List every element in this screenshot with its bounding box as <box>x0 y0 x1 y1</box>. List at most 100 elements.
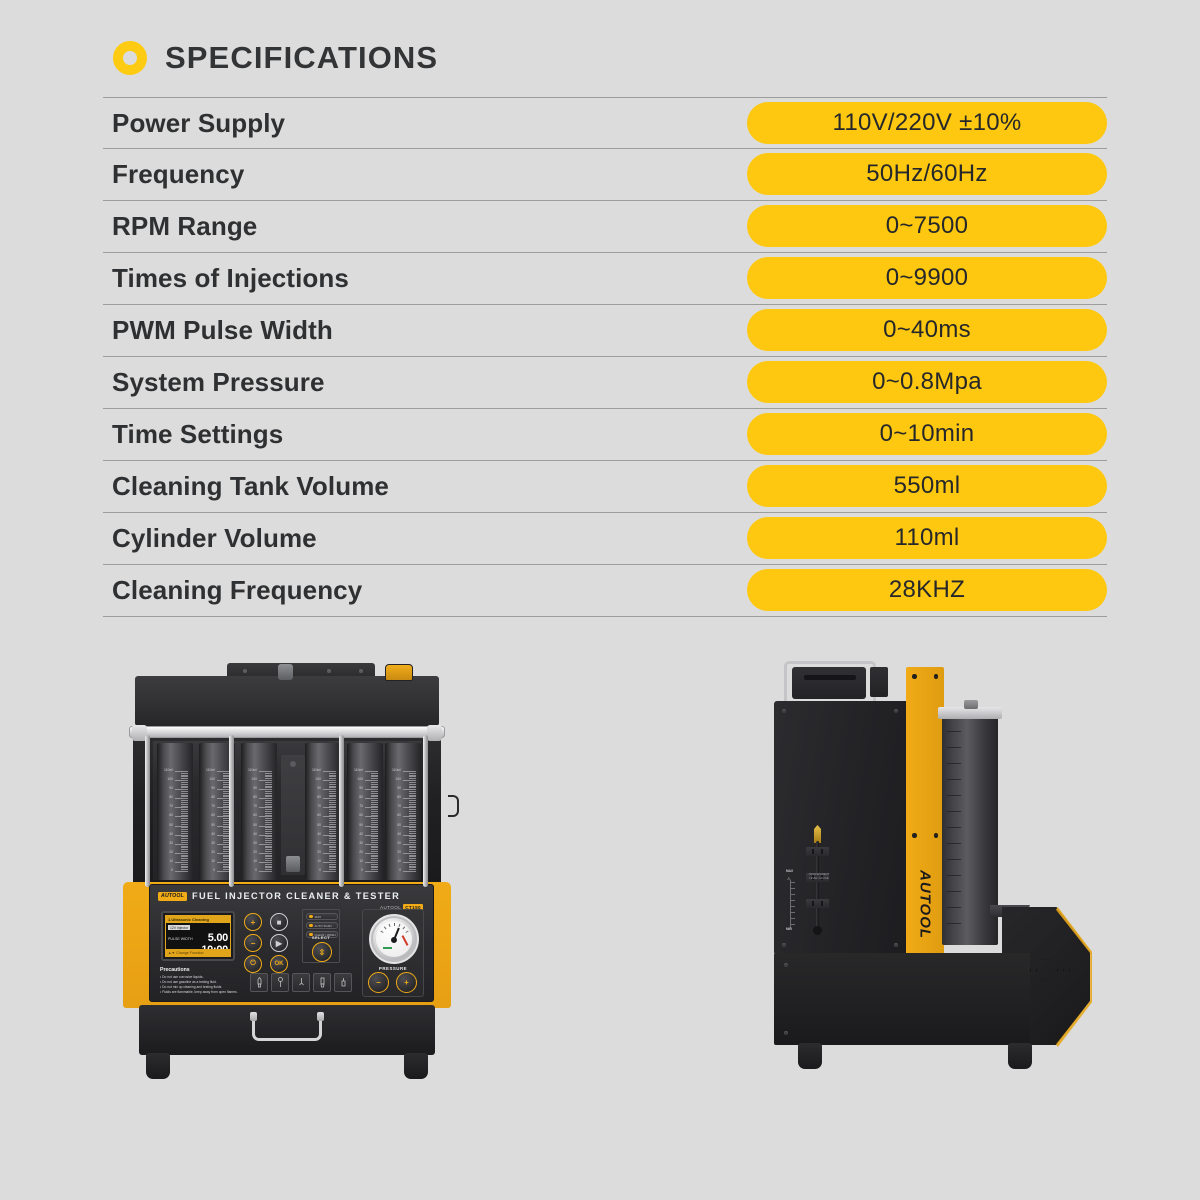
led-dot-icon <box>309 923 313 928</box>
side-hook <box>448 795 459 817</box>
ring-icon <box>113 41 147 75</box>
spec-label: Times of Injections <box>112 263 349 293</box>
rubber-foot <box>1008 1043 1032 1069</box>
hex-vent-icon <box>1024 947 1070 993</box>
screen-footer-hint: ▲▼ Change Function <box>166 949 230 956</box>
measuring-cylinder: 110ml 100 90 80 70 60 50 40 30 20 10 0 <box>385 743 421 880</box>
test-icon-button[interactable] <box>334 973 352 992</box>
level-min-label: MIN <box>786 927 792 931</box>
ok-button[interactable]: OK <box>270 955 288 973</box>
led-dot-icon <box>309 932 313 937</box>
spec-value: 550ml <box>747 465 1107 507</box>
pulse-width-value: 5.00 <box>207 932 229 944</box>
rubber-foot <box>798 1043 822 1069</box>
front-view-image: 110ml 100 90 80 70 60 50 40 30 20 10 0 110ml 100 90 80… <box>117 655 459 1080</box>
nozzle-icon-button[interactable] <box>271 973 289 992</box>
panel-brand-bar: AUTOOL FUEL INJECTOR CLEANER & TESTER <box>158 889 426 903</box>
power-button[interactable]: ⏻ <box>244 955 262 973</box>
side-lower-body <box>774 953 1030 1045</box>
play-button[interactable]: ▶ <box>270 934 288 952</box>
center-plate <box>281 755 305 875</box>
side-main-body <box>774 701 906 955</box>
cylinder-cap-knob <box>964 700 978 709</box>
spec-label: System Pressure <box>112 367 325 397</box>
pressure-label: PRESSURE <box>378 966 408 971</box>
panel-title: FUEL INJECTOR CLEANER & TESTER <box>192 891 401 901</box>
injector-icon-button[interactable] <box>250 973 268 992</box>
guide-rod <box>339 735 344 887</box>
lcd-screen[interactable]: 1.Ultrasonic Cleaning 12V Injector PULSE… <box>161 911 235 961</box>
led-label: AUTO SCAN <box>314 923 332 928</box>
led-indicator[interactable]: CLEAN / WASH <box>306 931 338 938</box>
cylinder-scale: 110ml 100 90 80 70 60 50 40 30 20 10 0 <box>354 768 378 872</box>
pressure-minus-button[interactable]: − <box>368 972 389 993</box>
select-label: SELECT <box>311 935 331 940</box>
led-indicator[interactable]: 110V <box>306 913 338 920</box>
level-gauge-label-line2: LEVEL GAUGE <box>809 875 829 880</box>
table-row: Times of Injections 0~9900 <box>103 253 1107 305</box>
cleaning-icon-button[interactable] <box>313 973 331 992</box>
spec-value: 110V/220V ±10% <box>747 102 1107 144</box>
spec-value: 28KHZ <box>747 569 1107 611</box>
screen-mode-title: 1.Ultrasonic Cleaning <box>166 916 230 923</box>
table-row: Cylinder Volume 110ml <box>103 513 1107 565</box>
warning-icon: ⚠ <box>787 876 791 881</box>
side-cylinder-stack <box>938 700 1002 945</box>
cylinder-bay: 110ml 100 90 80 70 60 50 40 30 20 10 0 110ml 100 90 80… <box>153 741 421 880</box>
plus-button[interactable]: + <box>244 913 262 931</box>
pressure-gauge <box>369 914 419 964</box>
measuring-cylinder: 110ml 100 90 80 70 60 50 40 30 20 10 0 <box>241 743 277 880</box>
spray-icon-button[interactable] <box>292 973 310 992</box>
screw-icon <box>912 674 917 679</box>
page-title: SPECIFICATIONS <box>165 40 439 75</box>
gauge-needle <box>393 927 400 941</box>
model-number: CT150 <box>403 904 423 910</box>
spec-value: 110ml <box>747 517 1107 559</box>
precaution-item: • Do not use gasoline as a testing fluid… <box>160 979 217 984</box>
screw-icon <box>782 709 786 713</box>
specifications-table: Power Supply 110V/220V ±10% Frequency 50… <box>103 97 1107 617</box>
table-row: Time Settings 0~10min <box>103 409 1107 461</box>
tube-clip <box>806 847 829 856</box>
screen-tag: 12V Injector <box>168 925 191 930</box>
screw-icon <box>894 943 898 947</box>
cylinder-scale: 110ml 100 90 80 70 60 50 40 30 20 10 0 <box>312 768 336 872</box>
spec-label: Time Settings <box>112 419 284 449</box>
precaution-item: • Fluids are flammable, keep away from o… <box>160 989 238 994</box>
pressure-plus-button[interactable]: + <box>396 972 417 993</box>
cylinder-scale: 110ml 100 90 80 70 60 50 40 30 20 10 0 <box>248 768 272 872</box>
rubber-foot <box>146 1053 170 1079</box>
model-prefix: AUTOOL <box>379 904 402 910</box>
tube-clip <box>806 899 829 908</box>
brass-nozzle <box>814 825 821 843</box>
led-indicator[interactable]: AUTO SCAN <box>306 922 338 929</box>
stop-button[interactable]: ■ <box>270 913 288 931</box>
top-lid <box>135 676 439 726</box>
select-module: 110V AUTO SCAN CLEAN / WASH SELECT ⇳ <box>302 909 340 963</box>
table-row: System Pressure 0~0.8Mpa <box>103 357 1107 409</box>
minus-button[interactable]: − <box>244 934 262 952</box>
screw-icon <box>784 1031 788 1035</box>
table-row: Cleaning Tank Volume 550ml <box>103 461 1107 513</box>
table-row: Cleaning Frequency 28KHZ <box>103 565 1107 617</box>
carry-handle[interactable] <box>250 1012 324 1041</box>
led-label: CLEAN / WASH <box>314 932 336 937</box>
tube-clip <box>806 873 829 882</box>
chrome-cross-bar <box>129 725 445 741</box>
autool-vertical-logo: AUTOOL <box>916 870 934 940</box>
precautions-title: Precautions <box>160 967 190 973</box>
gauge-face <box>376 921 412 957</box>
base-unit <box>139 1005 435 1055</box>
screw-icon <box>912 833 917 838</box>
control-panel: AUTOOL FUEL INJECTOR CLEANER & TESTER AU… <box>149 884 434 1002</box>
spec-value: 50Hz/60Hz <box>747 153 1107 195</box>
spec-value: 0~9900 <box>747 257 1107 299</box>
cylinder-scale: 110ml 100 90 80 70 60 50 40 30 20 10 0 <box>164 768 188 872</box>
select-knob[interactable]: ⇳ <box>312 942 332 962</box>
side-view-image: TRANSPARENT LEVEL GAUGE MAX ⚠ MIN AUTOOL <box>762 655 1092 1080</box>
cylinder-scale: 110ml 100 90 80 70 60 50 40 30 20 10 0 <box>206 768 230 872</box>
rubber-foot <box>404 1053 428 1079</box>
table-row: PWM Pulse Width 0~40ms <box>103 305 1107 357</box>
measuring-cylinder: 110ml 100 90 80 70 60 50 40 30 20 10 0 <box>157 743 193 880</box>
